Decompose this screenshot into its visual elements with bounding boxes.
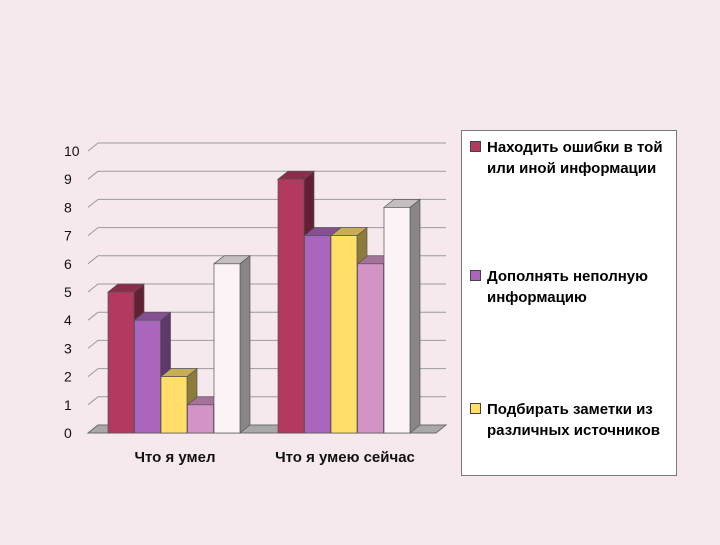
gridline-side-9 — [87, 170, 99, 180]
y-tick-label-9: 9 — [64, 171, 72, 187]
gridline-side-2 — [87, 368, 99, 377]
legend-swatch-2 — [470, 270, 481, 281]
gridline-side-10 — [87, 142, 99, 152]
y-tick-label-3: 3 — [64, 340, 72, 356]
y-tick-label-0: 0 — [64, 425, 72, 441]
gridline-side-1 — [87, 396, 99, 406]
bar-2-5 — [383, 198, 421, 434]
y-tick-label-1: 1 — [64, 397, 72, 413]
y-tick-label-4: 4 — [64, 312, 72, 328]
x-category-label-2: Что я умею сейчас — [275, 449, 415, 466]
gridline-side-5 — [87, 283, 99, 293]
y-tick-label-2: 2 — [64, 369, 72, 385]
gridline-side-3 — [87, 340, 99, 349]
gridline-side-7 — [87, 227, 99, 236]
legend: Находить ошибки в той или иной информаци… — [461, 130, 677, 476]
legend-swatch-1 — [470, 141, 481, 152]
y-tick-label-6: 6 — [64, 256, 72, 272]
legend-label-2: Дополнять неполную информацию — [487, 268, 648, 306]
legend-label-3: Подбирать заметки из различных источнико… — [487, 401, 660, 439]
legend-swatch-3 — [470, 403, 481, 414]
legend-label-1: Находить ошибки в той или иной информаци… — [487, 139, 663, 177]
y-tick-label-5: 5 — [64, 284, 72, 300]
y-tick-label-8: 8 — [64, 199, 72, 215]
gridline-side-8 — [87, 199, 99, 208]
y-tick-label-10: 10 — [64, 143, 80, 159]
bar-1-5 — [213, 255, 251, 434]
gridline-side-6 — [87, 255, 99, 265]
x-category-label-1: Что я умел — [134, 449, 215, 466]
gridline-side-4 — [87, 311, 99, 321]
y-tick-label-7: 7 — [64, 228, 72, 244]
